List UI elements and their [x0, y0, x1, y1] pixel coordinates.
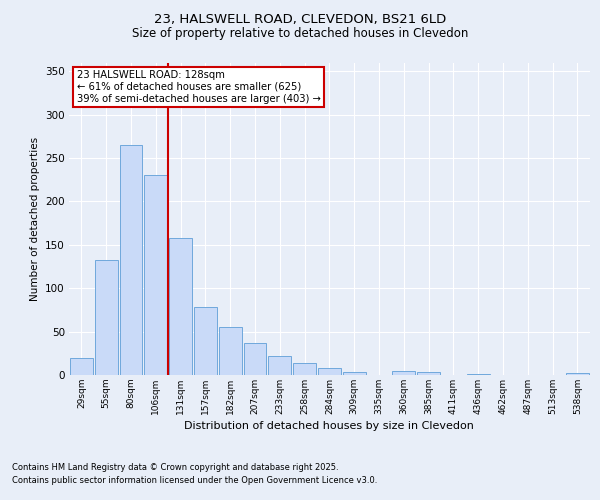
- Bar: [119, 145, 142, 375]
- X-axis label: Distribution of detached houses by size in Clevedon: Distribution of detached houses by size …: [184, 421, 475, 431]
- Bar: [268, 356, 291, 375]
- Text: Contains public sector information licensed under the Open Government Licence v3: Contains public sector information licen…: [12, 476, 377, 485]
- Bar: [392, 370, 415, 375]
- Bar: [169, 238, 192, 375]
- Bar: [219, 328, 242, 375]
- Bar: [293, 363, 316, 375]
- Bar: [244, 343, 266, 375]
- Text: 23, HALSWELL ROAD, CLEVEDON, BS21 6LD: 23, HALSWELL ROAD, CLEVEDON, BS21 6LD: [154, 12, 446, 26]
- Bar: [343, 372, 365, 375]
- Text: 23 HALSWELL ROAD: 128sqm
← 61% of detached houses are smaller (625)
39% of semi-: 23 HALSWELL ROAD: 128sqm ← 61% of detach…: [77, 70, 320, 104]
- Text: Size of property relative to detached houses in Clevedon: Size of property relative to detached ho…: [132, 28, 468, 40]
- Bar: [417, 372, 440, 375]
- Text: Contains HM Land Registry data © Crown copyright and database right 2025.: Contains HM Land Registry data © Crown c…: [12, 462, 338, 471]
- Bar: [70, 358, 93, 375]
- Bar: [95, 260, 118, 375]
- Bar: [145, 176, 167, 375]
- Bar: [566, 374, 589, 375]
- Bar: [194, 308, 217, 375]
- Bar: [467, 374, 490, 375]
- Bar: [318, 368, 341, 375]
- Y-axis label: Number of detached properties: Number of detached properties: [29, 136, 40, 301]
